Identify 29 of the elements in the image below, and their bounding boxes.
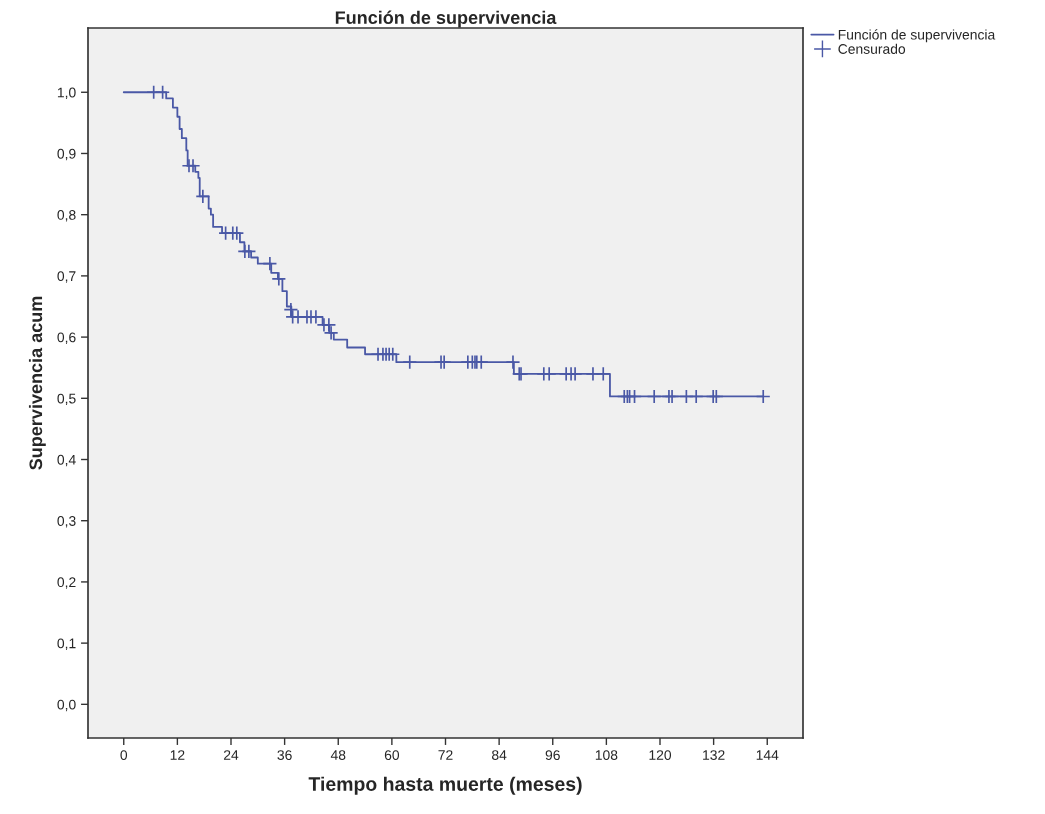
x-tick-label: 24 [223,750,239,760]
x-tick-label: 108 [595,750,618,761]
x-tick-label: 36 [277,750,292,761]
x-axis-title: Tiempo hasta muerte (meses) [308,776,582,795]
x-tick-label: 144 [756,750,779,760]
y-tick-label: 0,9 [57,148,76,161]
y-tick-label: 0,1 [57,638,76,650]
y-tick-label: 0,4 [57,454,76,467]
x-tick-label: 120 [649,750,672,761]
x-tick-label: 0 [120,750,128,761]
y-tick-label: 0,2 [57,577,76,589]
x-tick-label: 96 [545,750,560,761]
chart-title: Función de supervivencia [335,10,557,28]
y-tick-label: 0,5 [57,393,76,406]
y-tick-label: 0,7 [57,271,76,283]
legend-label: Censurado [838,43,906,54]
y-tick-label: 1,0 [57,87,76,100]
x-tick-label: 60 [384,750,400,761]
x-tick-label: 84 [492,750,507,761]
x-tick-label: 12 [170,750,185,760]
y-axis-title: Supervivencia acum [28,296,46,470]
x-tick-label: 48 [330,750,346,761]
y-tick-label: 0,8 [57,210,76,222]
y-tick-label: 0,3 [57,516,76,528]
y-tick-label: 0,0 [57,699,76,712]
x-tick-label: 72 [438,750,453,760]
x-tick-label: 132 [703,750,725,761]
legend-label: Función de supervivencia [838,29,996,43]
y-tick-label: 0,6 [57,332,76,344]
